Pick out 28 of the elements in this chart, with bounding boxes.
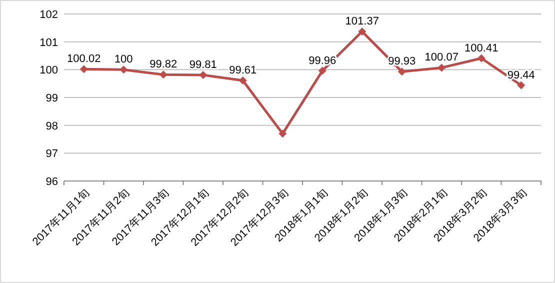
data-label: 101.37 bbox=[345, 16, 379, 28]
point bbox=[159, 70, 168, 79]
y-tick-label: 102 bbox=[40, 9, 58, 21]
y-tick-label: 98 bbox=[46, 120, 58, 132]
y-tick-label: 101 bbox=[40, 36, 58, 49]
data-label: 99.61 bbox=[229, 64, 257, 77]
data-label: 99.81 bbox=[189, 58, 217, 71]
point bbox=[438, 64, 446, 72]
data-label: 99.82 bbox=[150, 58, 178, 71]
point bbox=[238, 76, 247, 85]
y-tick-label: 100 bbox=[40, 64, 58, 77]
point bbox=[199, 70, 208, 79]
y-tick-label: 97 bbox=[46, 148, 58, 160]
point bbox=[398, 68, 406, 76]
point bbox=[477, 54, 486, 62]
data-label: 100.02 bbox=[67, 53, 101, 66]
point bbox=[318, 66, 326, 75]
point bbox=[358, 28, 366, 36]
y-tick-label: 99 bbox=[46, 92, 58, 104]
data-label: 100.07 bbox=[424, 52, 458, 64]
point bbox=[80, 65, 88, 74]
data-label: 99.44 bbox=[507, 69, 535, 82]
data-label: 100.41 bbox=[464, 42, 498, 54]
data-label: 100 bbox=[114, 54, 133, 66]
point bbox=[120, 66, 128, 74]
y-tick-label: 96 bbox=[46, 176, 58, 188]
point bbox=[278, 130, 287, 138]
point bbox=[517, 81, 526, 90]
